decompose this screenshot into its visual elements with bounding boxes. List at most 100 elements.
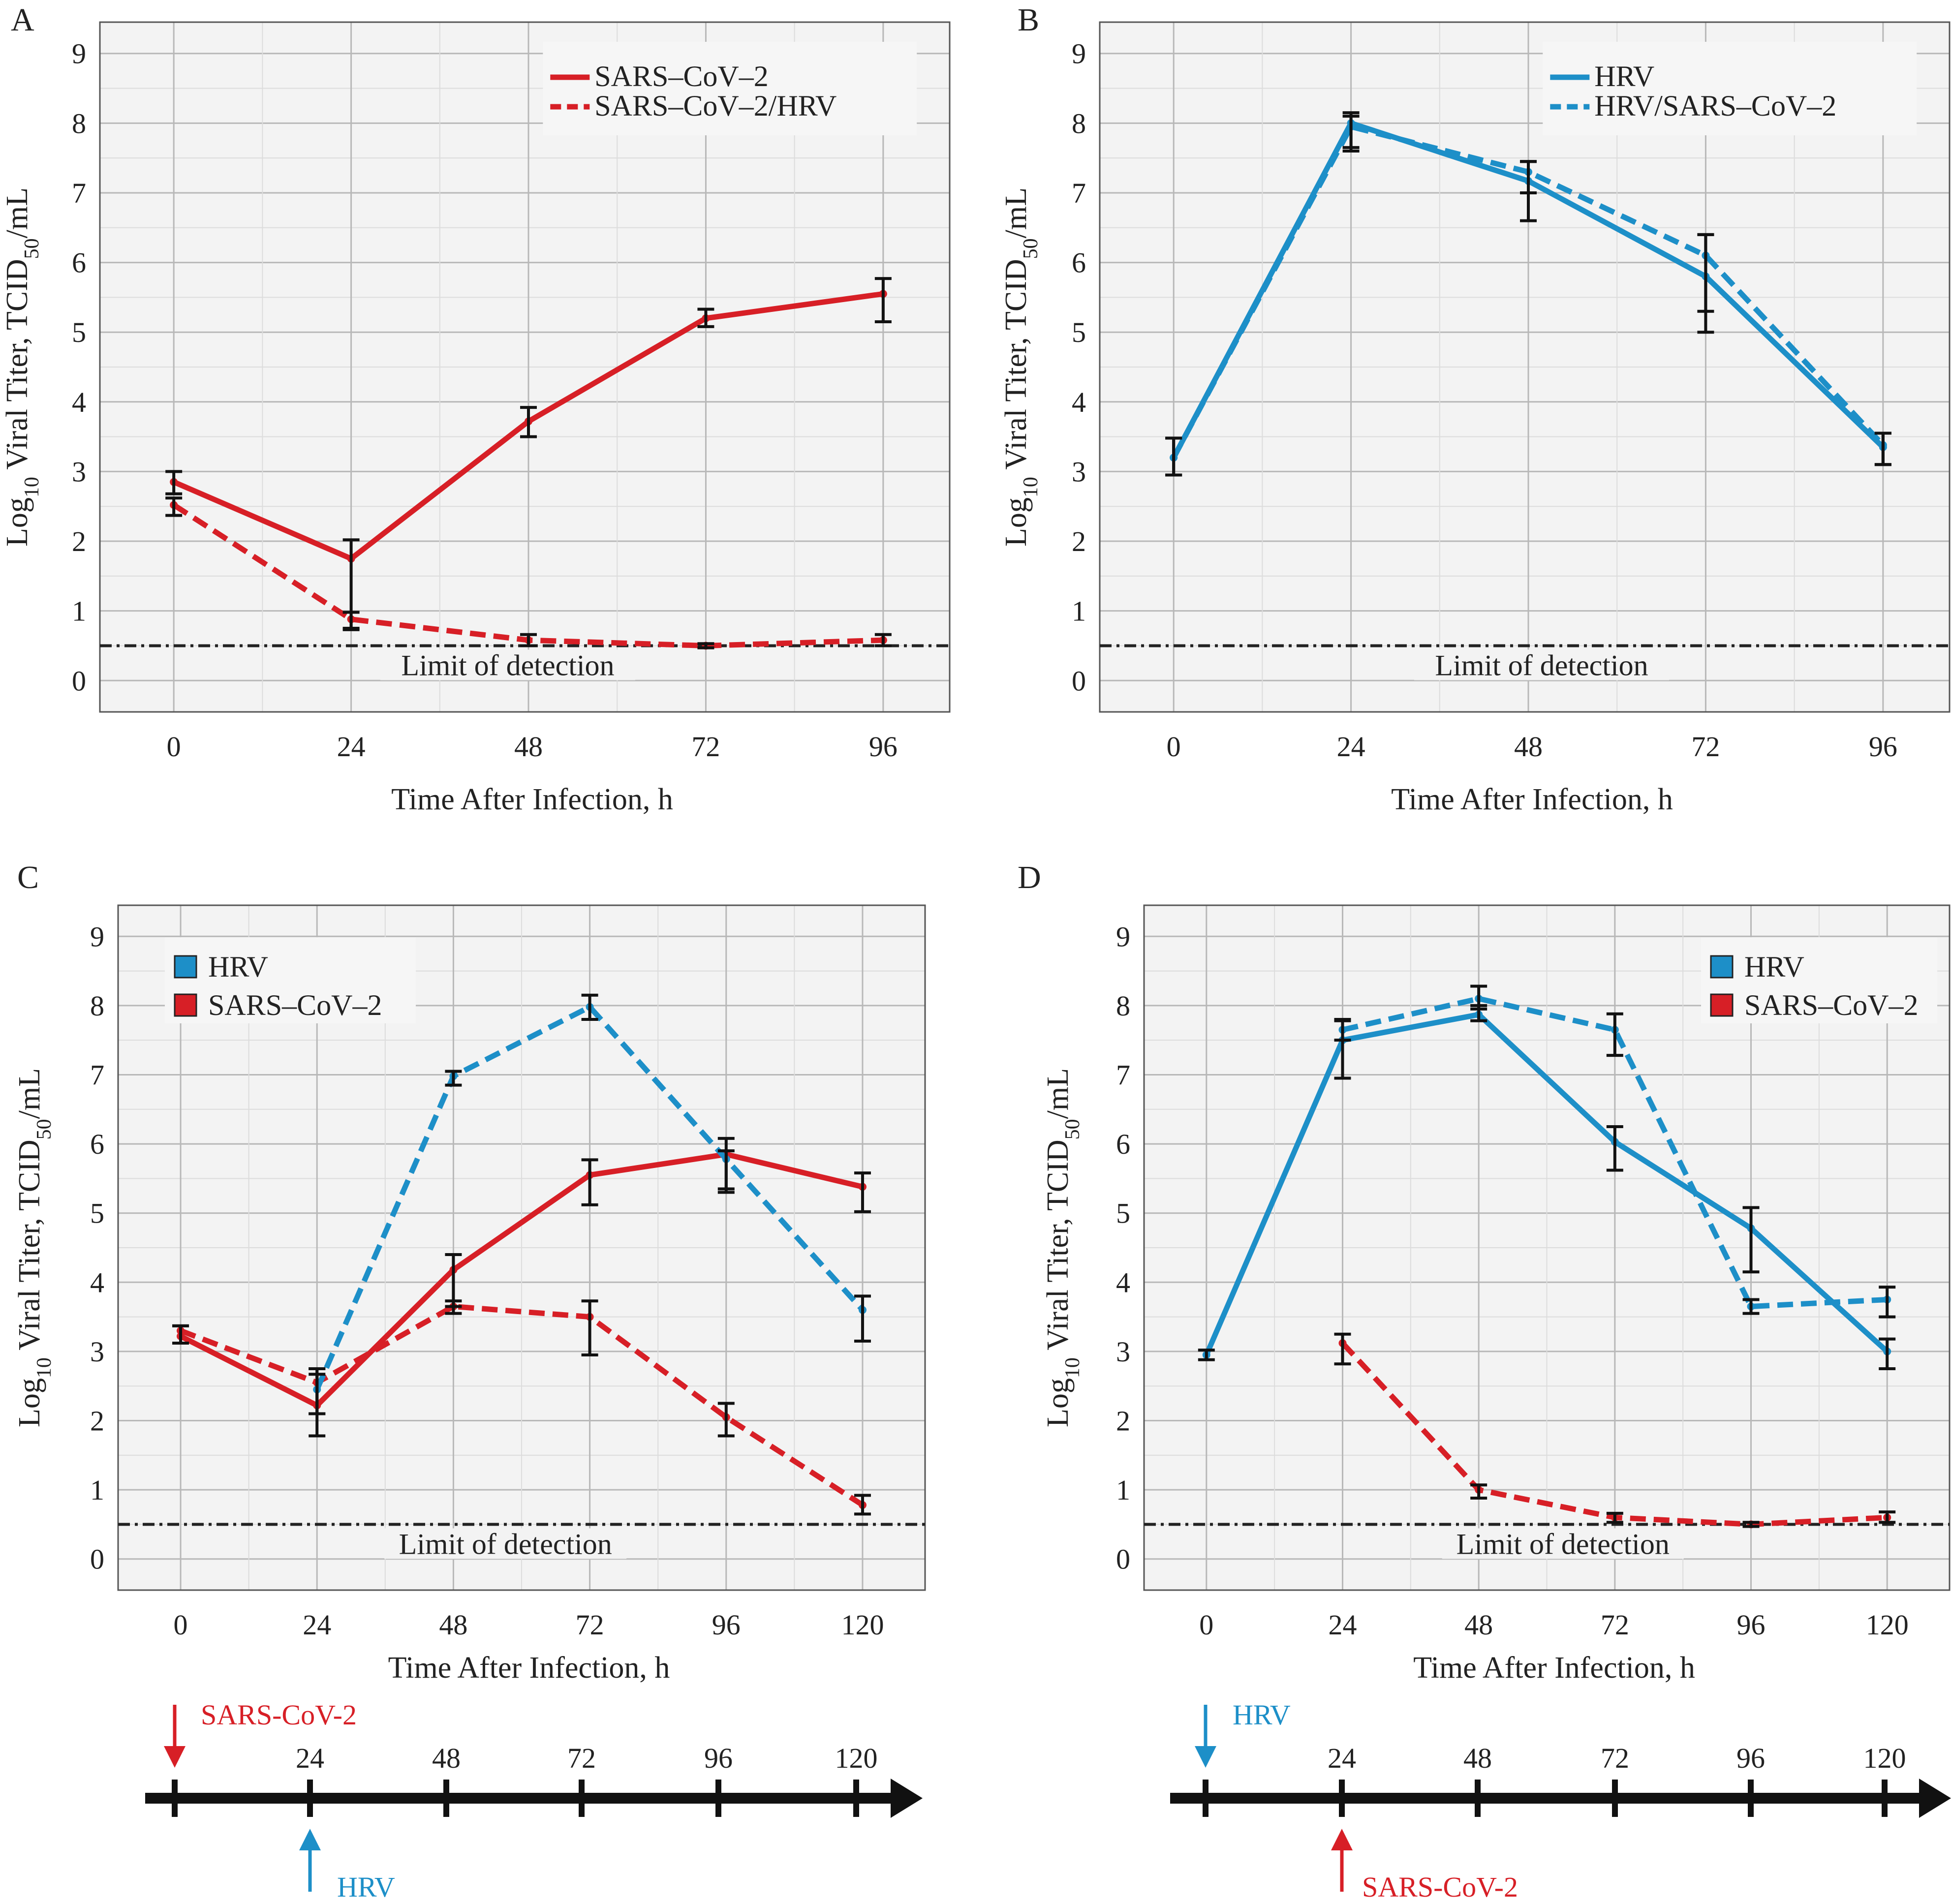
error-bar bbox=[1879, 1286, 1896, 1319]
limit-of-detection-label: Limit of detection bbox=[399, 1528, 612, 1560]
y-axis-title-part: Viral Titer, TCID bbox=[0, 259, 34, 477]
y-tick-label: 9 bbox=[90, 921, 104, 952]
y-axis-title-subscript: 10 bbox=[1020, 477, 1042, 497]
error-bar bbox=[874, 277, 892, 323]
legend-bg bbox=[1701, 937, 1937, 1023]
panel-letter: A bbox=[11, 2, 34, 38]
y-tick-label: 4 bbox=[1116, 1266, 1130, 1298]
timeline-d: 24 48 72 96 120 HRV SARS-CoV-2 bbox=[1170, 1699, 1951, 1903]
y-tick-label: 5 bbox=[1072, 316, 1086, 348]
y-tick-label: 1 bbox=[72, 595, 86, 627]
y-tick-label: 8 bbox=[90, 990, 104, 1022]
y-axis-title-subscript: 50 bbox=[21, 238, 43, 259]
legend-label: SARS–CoV–2 bbox=[1744, 989, 1918, 1021]
top-arrow-label: SARS-CoV-2 bbox=[201, 1699, 357, 1731]
timeline-label: 48 bbox=[432, 1742, 461, 1774]
limit-of-detection-label-bg bbox=[1414, 649, 1670, 680]
top-arrow-icon bbox=[164, 1705, 186, 1768]
y-tick-label: 7 bbox=[90, 1059, 104, 1091]
x-tick-label: 0 bbox=[174, 1609, 188, 1641]
x-tick-label: 24 bbox=[1337, 731, 1365, 763]
y-tick-label: 3 bbox=[1072, 456, 1086, 488]
panel-a: A 0 1 2 3 4 5 6 7 8 9 0 24 48 72 96 Time After Infection… bbox=[0, 2, 951, 816]
limit-of-detection-label: Limit of detection bbox=[1456, 1528, 1670, 1560]
plot-border bbox=[1099, 21, 1951, 713]
legend-bg bbox=[543, 42, 917, 135]
x-tick-label: 24 bbox=[337, 731, 366, 763]
y-tick-label: 5 bbox=[1116, 1198, 1130, 1229]
y-tick-label: 6 bbox=[72, 247, 86, 279]
y-axis-title-part: /mL bbox=[0, 187, 34, 238]
y-tick-label: 5 bbox=[90, 1198, 104, 1229]
x-axis-title: Time After Infection, h bbox=[391, 783, 673, 816]
error-bar bbox=[309, 1367, 326, 1415]
error-bar bbox=[581, 1158, 598, 1206]
legend-label: HRV/SARS–CoV–2 bbox=[1594, 90, 1836, 122]
error-bar bbox=[697, 642, 714, 649]
y-tick-label: 3 bbox=[90, 1336, 104, 1368]
y-tick-label: 9 bbox=[1116, 921, 1130, 952]
error-bar bbox=[697, 307, 714, 328]
y-tick-label: 9 bbox=[1072, 38, 1086, 70]
error-bar bbox=[1606, 1511, 1623, 1524]
legend-label: SARS–CoV–2 bbox=[594, 60, 768, 92]
timeline-label: 120 bbox=[1863, 1742, 1906, 1774]
y-tick-label: 1 bbox=[90, 1474, 104, 1506]
series-line-hrv-dashed bbox=[314, 1004, 865, 1391]
x-tick-label: 72 bbox=[576, 1609, 604, 1641]
limit-of-detection-label-bg bbox=[1442, 1528, 1684, 1559]
error-bar bbox=[1470, 1483, 1487, 1500]
y-tick-label: 8 bbox=[1116, 990, 1130, 1022]
x-axis-title: Time After Infection, h bbox=[388, 1651, 670, 1685]
y-tick-label: 3 bbox=[1116, 1336, 1130, 1368]
y-tick-label: 3 bbox=[72, 456, 86, 488]
error-bar bbox=[1879, 1510, 1896, 1524]
x-tick-label: 24 bbox=[303, 1609, 331, 1641]
x-tick-label: 48 bbox=[1464, 1609, 1493, 1641]
y-axis-title: Log10 Viral Titer, TCID50/mL bbox=[999, 187, 1042, 547]
y-axis-title-part: /mL bbox=[13, 1068, 46, 1119]
error-bar bbox=[1470, 984, 1487, 1011]
limit-of-detection-label-bg bbox=[384, 1528, 627, 1559]
plot-border bbox=[117, 904, 926, 1591]
x-tick-label: 120 bbox=[1866, 1609, 1909, 1641]
y-axis-title-part: Log bbox=[0, 497, 34, 547]
error-bar bbox=[1874, 431, 1891, 466]
error-bar bbox=[445, 1070, 462, 1087]
error-bar bbox=[854, 1294, 871, 1343]
series-line-sars-solid bbox=[179, 1151, 864, 1409]
timeline-label: 24 bbox=[296, 1742, 324, 1774]
error-bar bbox=[342, 611, 360, 631]
y-axis-title-subscript: 50 bbox=[1061, 1119, 1084, 1139]
limit-of-detection-label-bg bbox=[380, 649, 636, 680]
arrow-head bbox=[164, 1746, 186, 1768]
x-tick-label: 96 bbox=[712, 1609, 741, 1641]
legend-swatch bbox=[1710, 955, 1734, 979]
x-axis-title: Time After Infection, h bbox=[1413, 1651, 1695, 1685]
arrow-head bbox=[1195, 1746, 1216, 1768]
error-bar bbox=[854, 1494, 871, 1516]
y-axis-title-subscript: 50 bbox=[33, 1119, 56, 1139]
y-tick-label: 7 bbox=[1116, 1059, 1130, 1091]
timeline-label: 96 bbox=[704, 1742, 733, 1774]
y-axis-title-part: Viral Titer, TCID bbox=[13, 1139, 46, 1357]
legend-bg bbox=[1543, 42, 1917, 135]
top-arrow-label: HRV bbox=[1233, 1699, 1291, 1731]
plot-border bbox=[99, 21, 951, 713]
legend-swatch bbox=[174, 993, 197, 1017]
y-tick-label: 4 bbox=[72, 386, 86, 418]
x-tick-label: 72 bbox=[691, 731, 720, 763]
arrow-head bbox=[299, 1829, 321, 1850]
y-axis-title-part: Viral Titer, TCID bbox=[999, 259, 1033, 477]
timeline-arrowhead bbox=[891, 1779, 923, 1818]
error-bar bbox=[1742, 1298, 1760, 1315]
x-tick-label: 72 bbox=[1601, 1609, 1629, 1641]
y-axis-title-subscript: 10 bbox=[1061, 1357, 1084, 1378]
timeline-label: 72 bbox=[1601, 1742, 1629, 1774]
limit-of-detection-label: Limit of detection bbox=[401, 649, 614, 681]
bottom-arrow-label: SARS-CoV-2 bbox=[1362, 1871, 1518, 1903]
x-tick-label: 48 bbox=[439, 1609, 467, 1641]
plot-border bbox=[1143, 904, 1951, 1591]
y-tick-label: 0 bbox=[1072, 665, 1086, 697]
error-bar bbox=[172, 1324, 189, 1345]
